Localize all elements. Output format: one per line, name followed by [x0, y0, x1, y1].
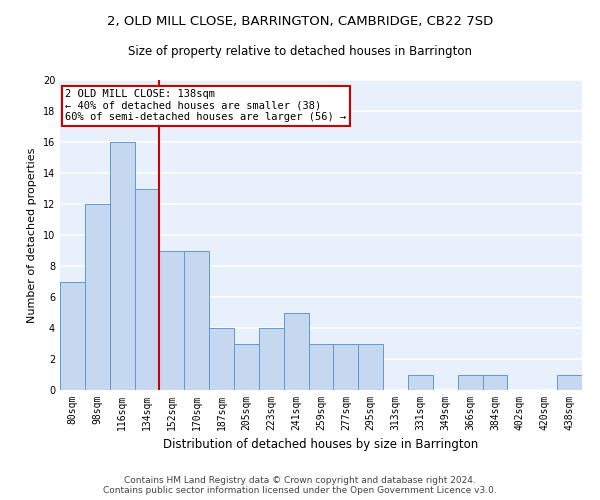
Bar: [482, 374, 508, 390]
Bar: [284, 312, 308, 390]
X-axis label: Distribution of detached houses by size in Barrington: Distribution of detached houses by size …: [163, 438, 479, 452]
Bar: [184, 250, 209, 390]
Bar: [85, 204, 110, 390]
Y-axis label: Number of detached properties: Number of detached properties: [27, 148, 37, 322]
Bar: [134, 188, 160, 390]
Bar: [110, 142, 134, 390]
Bar: [408, 374, 433, 390]
Bar: [458, 374, 482, 390]
Text: Size of property relative to detached houses in Barrington: Size of property relative to detached ho…: [128, 45, 472, 58]
Text: Contains HM Land Registry data © Crown copyright and database right 2024.
Contai: Contains HM Land Registry data © Crown c…: [103, 476, 497, 495]
Bar: [557, 374, 582, 390]
Bar: [358, 344, 383, 390]
Bar: [60, 282, 85, 390]
Bar: [160, 250, 184, 390]
Bar: [259, 328, 284, 390]
Bar: [234, 344, 259, 390]
Text: 2, OLD MILL CLOSE, BARRINGTON, CAMBRIDGE, CB22 7SD: 2, OLD MILL CLOSE, BARRINGTON, CAMBRIDGE…: [107, 15, 493, 28]
Text: 2 OLD MILL CLOSE: 138sqm
← 40% of detached houses are smaller (38)
60% of semi-d: 2 OLD MILL CLOSE: 138sqm ← 40% of detach…: [65, 90, 346, 122]
Bar: [209, 328, 234, 390]
Bar: [308, 344, 334, 390]
Bar: [334, 344, 358, 390]
